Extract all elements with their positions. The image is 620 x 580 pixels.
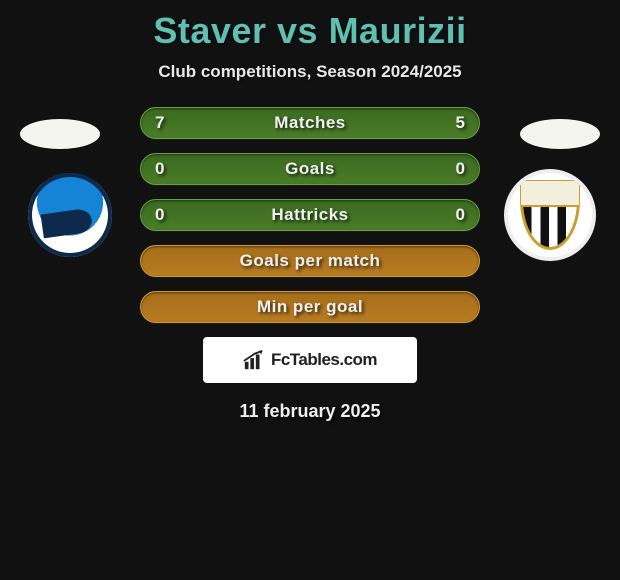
page-title: Staver vs Maurizii bbox=[0, 0, 620, 52]
stat-bar-goals: 0 Goals 0 bbox=[140, 153, 480, 185]
stat-label: Hattricks bbox=[271, 205, 348, 225]
player-left-name: Staver bbox=[153, 10, 266, 51]
bar-chart-icon bbox=[243, 349, 265, 371]
branding-badge: FcTables.com bbox=[203, 337, 417, 383]
stat-right-value: 5 bbox=[456, 113, 465, 133]
player-right-name: Maurizii bbox=[329, 10, 467, 51]
ascoli-shield-icon bbox=[520, 180, 580, 250]
club-crest-right bbox=[508, 173, 592, 257]
stat-label: Matches bbox=[274, 113, 346, 133]
club-crest-left bbox=[28, 173, 112, 257]
stat-left-value: 0 bbox=[155, 205, 164, 225]
stat-bar-min-per-goal: Min per goal bbox=[140, 291, 480, 323]
stat-right-value: 0 bbox=[456, 205, 465, 225]
stat-label: Goals per match bbox=[240, 251, 381, 271]
branding-text: FcTables.com bbox=[271, 350, 377, 370]
stat-left-value: 7 bbox=[155, 113, 164, 133]
stat-bars-container: 7 Matches 5 0 Goals 0 0 Hattricks 0 Goal… bbox=[140, 107, 480, 323]
stat-left-value: 0 bbox=[155, 159, 164, 179]
competition-subtitle: Club competitions, Season 2024/2025 bbox=[0, 62, 620, 82]
player-left-silhouette bbox=[20, 119, 100, 149]
vs-separator: vs bbox=[277, 10, 318, 51]
stat-bar-matches: 7 Matches 5 bbox=[140, 107, 480, 139]
stat-right-value: 0 bbox=[456, 159, 465, 179]
stat-label: Goals bbox=[285, 159, 335, 179]
stat-label: Min per goal bbox=[257, 297, 363, 317]
snapshot-date: 11 february 2025 bbox=[0, 401, 620, 422]
player-right-silhouette bbox=[520, 119, 600, 149]
stat-bar-goals-per-match: Goals per match bbox=[140, 245, 480, 277]
stat-bar-hattricks: 0 Hattricks 0 bbox=[140, 199, 480, 231]
comparison-panel: 7 Matches 5 0 Goals 0 0 Hattricks 0 Goal… bbox=[0, 107, 620, 422]
